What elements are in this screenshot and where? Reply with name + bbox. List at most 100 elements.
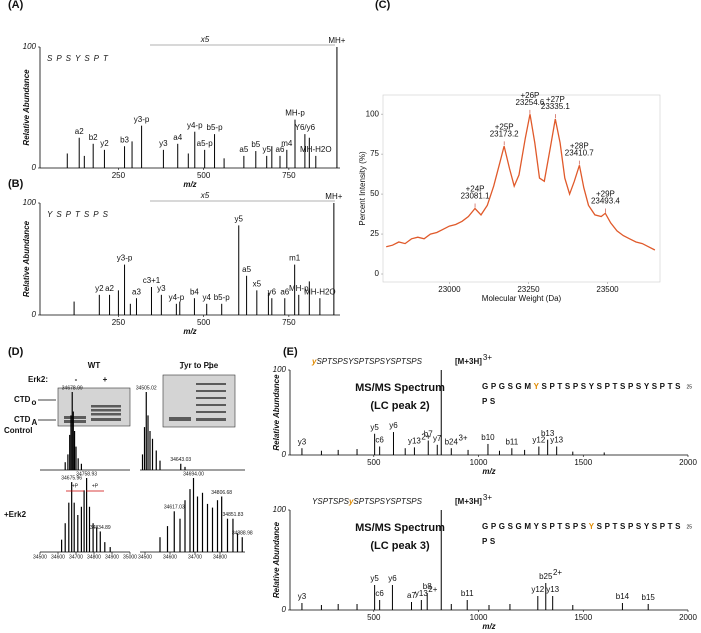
group-label: WT (88, 361, 101, 370)
precursor: [M+3H] (455, 497, 482, 506)
residue: P (359, 497, 365, 506)
peak-label: b15 (642, 593, 656, 602)
residue: P (374, 497, 380, 506)
peak-label: MH-p (289, 284, 309, 293)
peak-label: 34851.83 (223, 512, 244, 518)
band-sub: A (31, 418, 37, 427)
gel-band (91, 409, 121, 412)
x-tick-label: 2000 (679, 613, 697, 622)
peak-label: b10 (481, 433, 495, 442)
x-axis-title: m/z (183, 180, 196, 189)
peak-charge: 3+ (458, 433, 467, 442)
residue: T (327, 357, 333, 366)
band-label: CTD (14, 395, 31, 404)
peptide-sequence: YSPTSPS (47, 210, 112, 219)
peak-label: a5-p (197, 139, 214, 148)
peak-label: y13 (415, 589, 428, 598)
peak-charge: 2+ (421, 432, 430, 441)
peak-mass: 23335.1 (541, 102, 570, 111)
y-tick-label: 100 (23, 198, 37, 207)
peak-label: MH-H2O (304, 287, 336, 296)
residue-map-2: PS (482, 397, 498, 406)
residue: S (417, 357, 423, 366)
peak-label: 34643.03 (170, 457, 191, 463)
y-tick-label: 0 (32, 163, 37, 172)
peak-label: a6 (280, 287, 289, 296)
peak-mass: 23410.7 (565, 149, 594, 158)
gel-band (91, 418, 121, 421)
peak-label: y5 (370, 423, 379, 432)
residue: S (390, 357, 396, 366)
group-label: Tyr to Phe (180, 361, 219, 370)
lane-label: - (75, 375, 78, 384)
residue-group: SPTSPSYSPTS (597, 522, 683, 531)
spectrum-subtitle: (LC peak 3) (370, 540, 430, 552)
peak-label: 34617.03 (164, 505, 185, 511)
y-tick-label: 0 (282, 605, 287, 614)
gel-band (169, 417, 191, 421)
y-axis-title: Relative Abundance (22, 220, 31, 297)
panel-label: (B) (8, 178, 24, 190)
residue-map: GPGSGMYSPTSPSYSPTSPSYSPTS (482, 522, 683, 531)
peak-label: 34694.00 (183, 471, 204, 477)
residue: S (344, 497, 350, 506)
peak-label: y5 (370, 574, 379, 583)
peak-label: c3+1 (143, 276, 161, 285)
peak-label: c6 (375, 589, 384, 598)
residue: P (322, 357, 328, 366)
x-tick-label: 2000 (679, 458, 697, 467)
residue: T (328, 497, 334, 506)
peak-label: a2 (75, 127, 84, 136)
panel-label: (E) (283, 346, 298, 358)
peak-label: y3 (298, 592, 307, 601)
y-tick-label: 25 (370, 229, 379, 238)
gel-band (196, 411, 226, 413)
residue-map: GPGSGMYSPTSPSYSPTSPSYSPTS (482, 382, 683, 391)
residue: T (401, 357, 407, 366)
peak-label: 34505.02 (136, 385, 157, 391)
residue: S (406, 497, 412, 506)
peak-label: 34758.93 (76, 471, 97, 477)
peak-label: a2 (105, 284, 114, 293)
band-sub: o (31, 398, 36, 407)
residue: P (411, 497, 417, 506)
peak-label: b5-p (207, 123, 224, 132)
peak-label: b11 (505, 437, 518, 446)
gel-band (64, 420, 86, 423)
residue: S (343, 357, 349, 366)
peak-label: a3 (132, 287, 141, 296)
residue: P (323, 497, 329, 506)
y-axis-title: Relative Abundance (272, 374, 281, 451)
residue: Y (312, 497, 318, 506)
panel-label: (C) (375, 0, 391, 11)
residue: T (364, 497, 370, 506)
residue: S (332, 357, 338, 366)
peak-annotation: +28P (570, 142, 589, 151)
peak-label: Y6/y6 (295, 123, 316, 132)
residue: S (380, 357, 386, 366)
y-tick-label: 100 (273, 365, 287, 374)
peptide-sequence: YSPTSPSySPTSPSYSPTSPS (312, 497, 423, 506)
y-tick-label: 50 (370, 189, 379, 198)
peak-label: b14 (616, 592, 630, 601)
residue: Y (385, 357, 391, 366)
y-tick-label: 100 (23, 42, 37, 51)
peak-label: y6 (389, 421, 398, 430)
peak-label: m1 (289, 254, 301, 263)
y-tick-label: 100 (366, 109, 380, 118)
residue: T (401, 497, 407, 506)
peak-label: b25 (539, 572, 553, 581)
precursor: [M+3H] (455, 357, 482, 366)
peak-mass: 23254.6 (515, 98, 544, 107)
x-tick-label: 250 (112, 171, 126, 180)
peak-label: 34806.68 (211, 490, 232, 496)
peak-mass: 23081.1 (461, 192, 490, 201)
peptide-sequence: SPSYSPT (47, 54, 112, 63)
peak-label: 34675.96 (61, 475, 82, 481)
peak-label: y6 (268, 287, 277, 296)
residue-group: GPGSGMYSPTSPS (482, 522, 589, 531)
x-axis-title: m/z (482, 622, 495, 631)
x-tick-label: 23250 (517, 285, 540, 294)
intensity-line (386, 114, 656, 251)
